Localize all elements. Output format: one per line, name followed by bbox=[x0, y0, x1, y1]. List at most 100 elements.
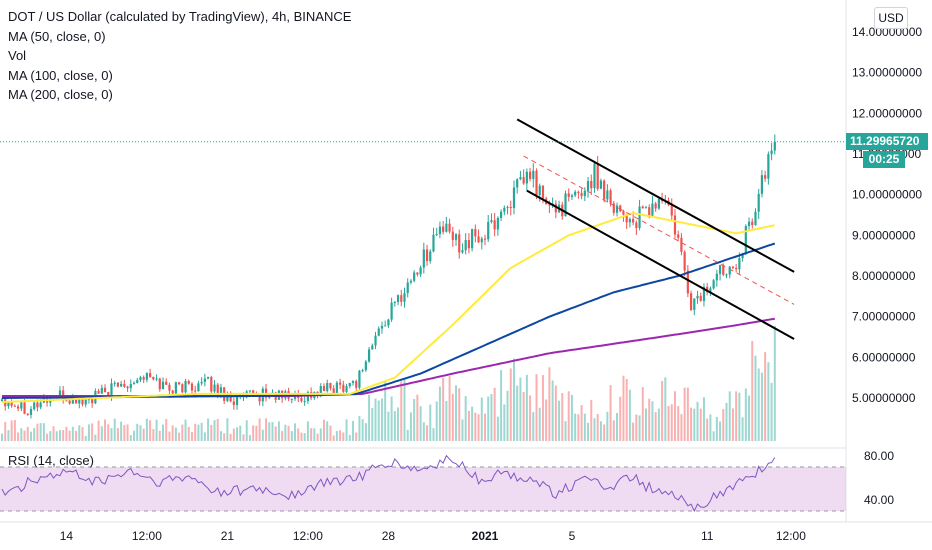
volume-bar bbox=[297, 428, 300, 441]
volume-bar bbox=[181, 424, 184, 441]
candle-body bbox=[541, 185, 545, 199]
candle-body bbox=[332, 388, 335, 394]
volume-bar bbox=[706, 418, 709, 441]
volume-bar bbox=[619, 396, 622, 441]
volume-bar bbox=[55, 431, 58, 441]
candle-body bbox=[190, 383, 194, 391]
candle bbox=[464, 233, 467, 255]
legend-title[interactable]: DOT / US Dollar (calculated by TradingVi… bbox=[8, 9, 352, 24]
candle-body bbox=[139, 377, 142, 381]
rsi-legend[interactable]: RSI (14, close) bbox=[8, 453, 94, 468]
volume-bar bbox=[751, 341, 754, 441]
rsi-band bbox=[0, 467, 846, 511]
candle bbox=[396, 294, 400, 306]
volume-bar bbox=[625, 378, 628, 441]
candle-body bbox=[351, 381, 355, 383]
legend-ma100[interactable]: MA (100, close, 0) bbox=[8, 67, 113, 83]
candle-body bbox=[36, 402, 39, 408]
candle-body bbox=[454, 234, 458, 240]
candle-body bbox=[471, 229, 474, 249]
volume-bar bbox=[426, 425, 429, 441]
candle bbox=[577, 190, 580, 199]
volume-bar bbox=[422, 422, 425, 441]
candle bbox=[13, 404, 16, 407]
candle bbox=[348, 382, 351, 389]
candle bbox=[493, 212, 496, 237]
volume-bar bbox=[484, 413, 486, 441]
candle bbox=[145, 372, 148, 383]
candle-body bbox=[206, 377, 210, 379]
volume-bar bbox=[609, 385, 612, 441]
candle bbox=[677, 230, 680, 242]
volume-bar bbox=[548, 367, 551, 441]
candle-body bbox=[693, 298, 696, 310]
candle bbox=[432, 227, 435, 253]
currency-selector[interactable]: USD bbox=[874, 7, 908, 29]
volume-bar bbox=[506, 390, 509, 441]
volume-bar bbox=[715, 416, 718, 441]
volume-bar bbox=[680, 414, 683, 441]
volume-bar bbox=[258, 418, 261, 441]
candle bbox=[306, 390, 309, 404]
volume-bar bbox=[142, 428, 145, 441]
volume-bar bbox=[46, 433, 49, 441]
candle-body bbox=[422, 249, 425, 268]
candle-body bbox=[451, 231, 454, 240]
candle-body bbox=[467, 240, 470, 249]
candle bbox=[516, 178, 519, 194]
volume-bar bbox=[519, 377, 522, 441]
candle bbox=[477, 229, 480, 243]
volume-bar bbox=[94, 434, 97, 441]
candle bbox=[422, 242, 425, 274]
volume-bar bbox=[123, 424, 126, 441]
candle bbox=[120, 380, 123, 388]
candle-body bbox=[628, 218, 631, 223]
candle-body bbox=[7, 402, 10, 407]
volume-bar bbox=[326, 421, 329, 441]
candle bbox=[342, 380, 345, 394]
candle-body bbox=[538, 185, 541, 196]
candle bbox=[483, 234, 487, 246]
candle-body bbox=[754, 211, 757, 226]
candle-body bbox=[764, 175, 767, 179]
volume-bar bbox=[316, 433, 319, 441]
volume-bar bbox=[438, 386, 441, 441]
legend-ma50[interactable]: MA (50, close, 0) bbox=[8, 28, 106, 44]
candle bbox=[429, 249, 432, 264]
candle-body bbox=[203, 378, 206, 382]
candle-body bbox=[65, 400, 68, 402]
candle bbox=[168, 382, 171, 395]
volume-bar bbox=[648, 398, 651, 441]
candle bbox=[596, 156, 599, 191]
candle-body bbox=[680, 237, 683, 252]
candle bbox=[210, 375, 213, 397]
candle-body bbox=[493, 220, 496, 230]
time-tick-label: 12:00 bbox=[776, 529, 806, 543]
candle bbox=[213, 380, 216, 394]
candle bbox=[380, 321, 384, 334]
volume-bar bbox=[654, 412, 657, 441]
candle-body bbox=[503, 207, 506, 212]
candle-body bbox=[657, 198, 660, 209]
volume-bar bbox=[184, 419, 187, 441]
volume-bar bbox=[754, 355, 757, 441]
candle-body bbox=[461, 250, 464, 253]
legend-vol[interactable]: Vol bbox=[8, 48, 27, 63]
volume-bar bbox=[65, 426, 68, 441]
candle bbox=[693, 298, 696, 316]
candle-body bbox=[725, 274, 728, 276]
volume-bar bbox=[538, 407, 541, 441]
volume-bar bbox=[409, 412, 412, 441]
candle bbox=[97, 388, 100, 394]
candle-body bbox=[760, 175, 764, 194]
price-tick-label: 8.00000000 bbox=[852, 269, 916, 283]
candle bbox=[490, 213, 493, 224]
candle bbox=[326, 379, 329, 393]
legend-ma200[interactable]: MA (200, close, 0) bbox=[8, 87, 113, 102]
rsi-tick-label: 40.00 bbox=[864, 493, 894, 507]
volume-bar bbox=[133, 430, 136, 441]
candle-body bbox=[380, 325, 384, 329]
volume-bar bbox=[165, 419, 168, 441]
